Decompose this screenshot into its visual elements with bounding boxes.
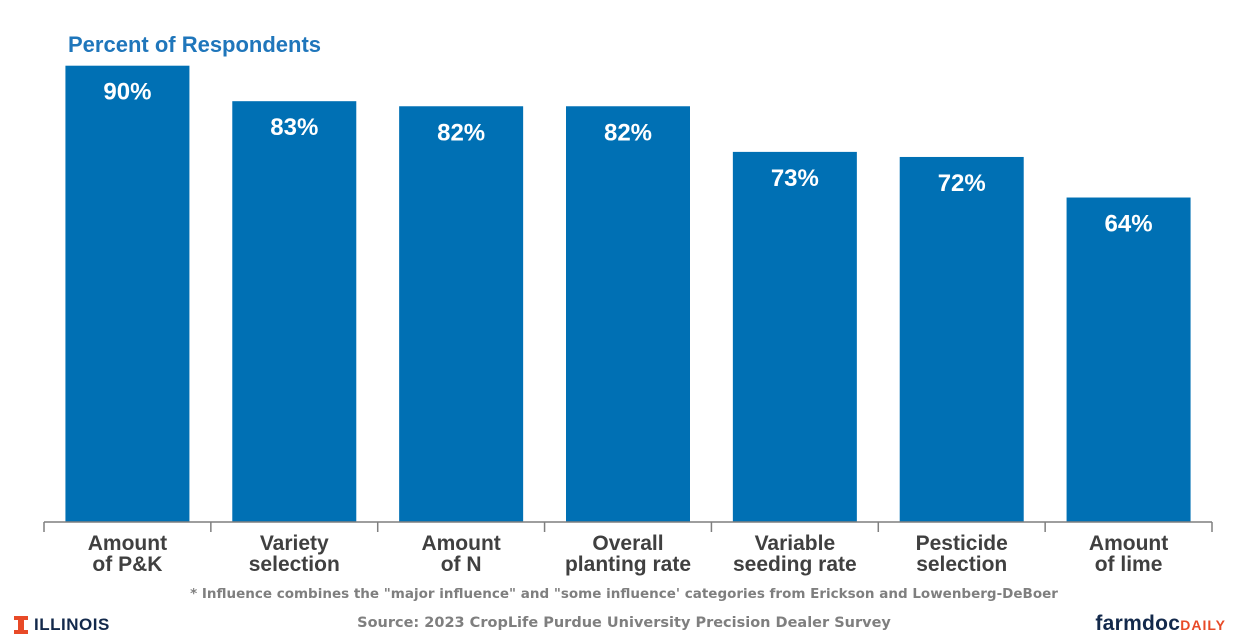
bar xyxy=(1066,197,1191,522)
category-label: Variety selection xyxy=(249,532,340,576)
data-label: 83% xyxy=(270,114,318,141)
bar xyxy=(566,106,690,522)
daily-wordmark: DAILY xyxy=(1180,617,1226,633)
data-label: 64% xyxy=(1105,211,1153,238)
farmdoc-wordmark: farmdoc xyxy=(1095,612,1181,635)
data-label: 82% xyxy=(604,119,652,146)
bar xyxy=(732,151,857,522)
category-label: Amount of lime xyxy=(1089,532,1168,576)
x-axis-ticks xyxy=(43,522,1213,532)
category-label: Amount of N xyxy=(421,532,500,576)
bar xyxy=(899,156,1024,522)
illinois-logo: ILLINOIS xyxy=(14,615,110,635)
bar xyxy=(399,106,524,522)
category-labels: Amount of P&K Variety selection Amount of N Ov… xyxy=(88,532,1168,576)
data-label: 73% xyxy=(771,165,819,192)
footnote: * Influence combines the "major influenc… xyxy=(190,586,1058,602)
category-label: Variable seeding rate xyxy=(733,532,857,576)
data-label: 72% xyxy=(938,170,986,197)
source-note: Source: 2023 CropLife Purdue University … xyxy=(357,615,891,631)
illinois-wordmark: ILLINOIS xyxy=(34,615,110,634)
category-label: Pesticide selection xyxy=(916,532,1008,576)
bar-chart: Percent of Respondents 90% 83% 82% 82% 73% 72… xyxy=(43,32,1213,576)
bars-group: 90% 83% 82% 82% 73% 72% 64% xyxy=(65,65,1191,522)
chart-title: Percent of Respondents xyxy=(68,32,321,57)
category-label: Overall planting rate xyxy=(565,532,691,576)
data-label: 90% xyxy=(103,79,151,106)
bar xyxy=(65,65,190,522)
bar xyxy=(232,101,357,522)
data-label: 82% xyxy=(437,119,485,146)
illinois-block-i-icon xyxy=(14,616,28,634)
farmdoc-daily-logo: farmdocDAILY xyxy=(1095,612,1226,636)
category-label: Amount of P&K xyxy=(88,532,167,576)
